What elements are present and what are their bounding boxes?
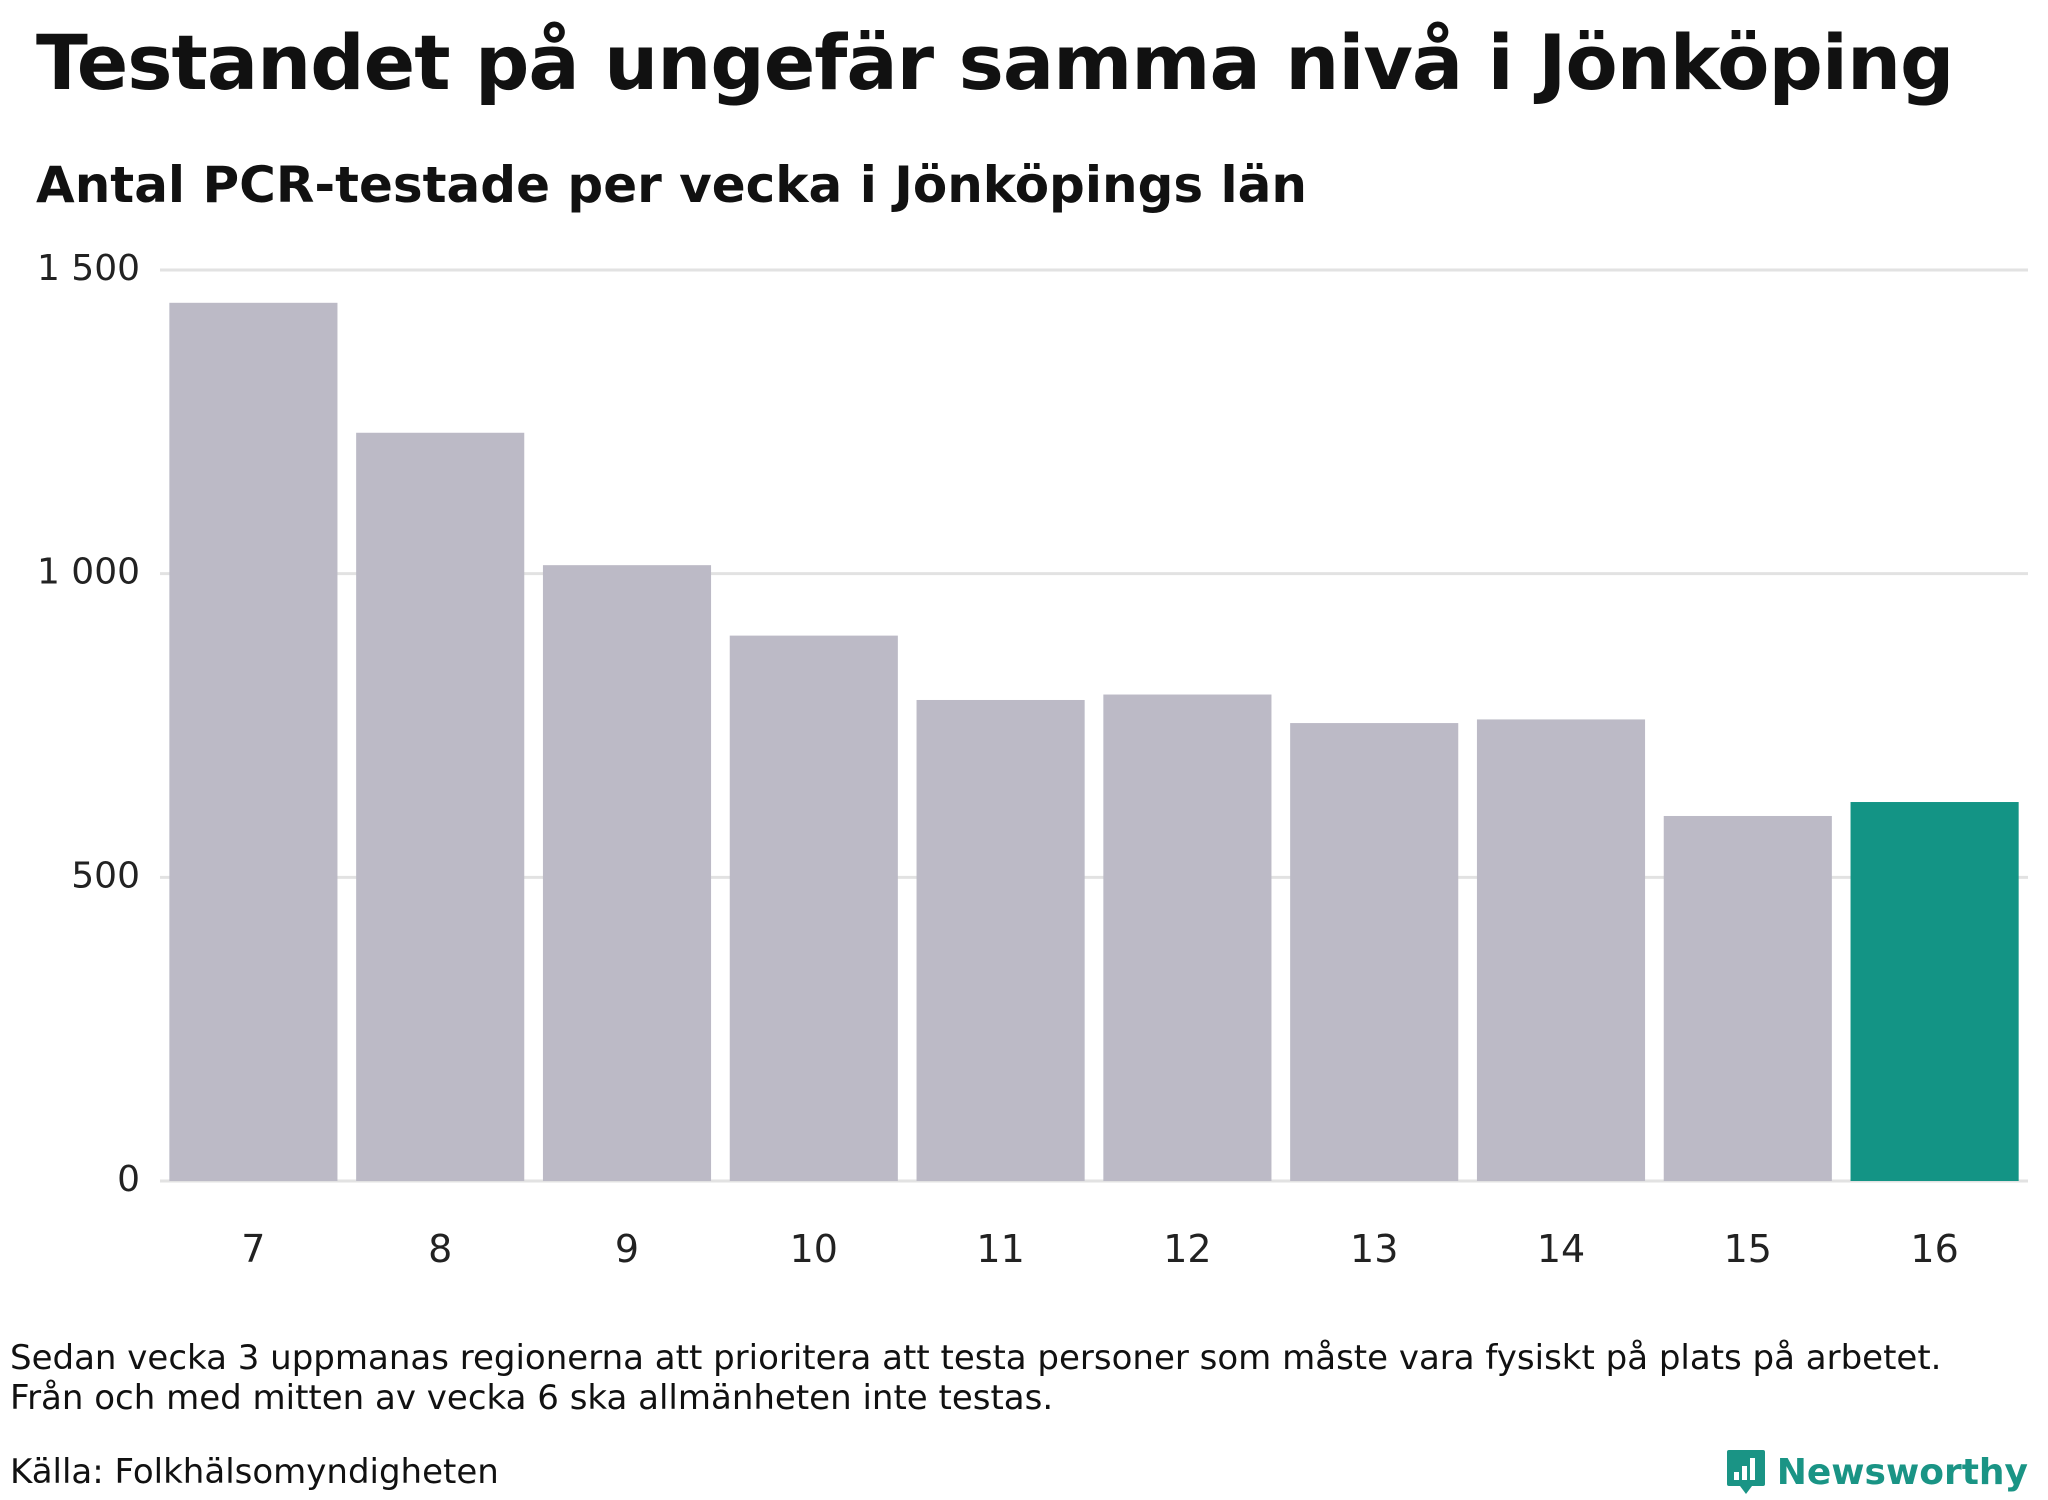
bar-week-12: [1103, 694, 1272, 1181]
note-line: Från och med mitten av vecka 6 ska allmä…: [10, 1378, 1054, 1418]
brand-name: Newsworthy: [1776, 1451, 2028, 1493]
x-tick-label: 10: [790, 1227, 838, 1271]
y-tick-label: 1 500: [37, 248, 140, 289]
bar-week-8: [356, 432, 525, 1181]
x-tick-label: 16: [1910, 1227, 1958, 1271]
x-tick-label: 9: [615, 1227, 639, 1271]
chart-subtitle: Antal PCR-testade per vecka i Jönköpings…: [36, 156, 1308, 214]
chart-title: Testandet på ungefär samma nivå i Jönköp…: [36, 18, 1954, 107]
x-tick-label: 15: [1724, 1227, 1772, 1271]
bars: [169, 302, 2019, 1181]
bar-week-16: [1850, 802, 2019, 1181]
source-credit: Källa: Folkhälsomyndigheten: [10, 1452, 499, 1492]
x-tick-label: 11: [976, 1227, 1024, 1271]
x-tick-label: 8: [428, 1227, 452, 1271]
bar-week-10: [729, 635, 898, 1181]
bar-chart: 0 500 1 000 1 500 7 8 9 10 11 12 13 14 15 16: [37, 248, 2028, 1271]
x-tick-label: 13: [1350, 1227, 1398, 1271]
bar-week-13: [1290, 723, 1459, 1181]
x-tick-label: 14: [1537, 1227, 1585, 1271]
x-tick-label: 7: [241, 1227, 265, 1271]
bar-week-7: [169, 302, 338, 1181]
y-tick-label: 0: [117, 1159, 140, 1200]
x-axis-ticks: 7 8 9 10 11 12 13 14 15 16: [241, 1227, 1958, 1271]
bar-week-14: [1476, 719, 1646, 1181]
brand-logo: Newsworthy: [1725, 1448, 2028, 1496]
newsworthy-logo-icon: [1726, 1450, 1765, 1494]
x-tick-label: 12: [1163, 1227, 1211, 1271]
bar-week-15: [1663, 815, 1832, 1181]
note-line: Sedan vecka 3 uppmanas regionerna att pr…: [10, 1338, 1942, 1378]
y-tick-label: 500: [71, 855, 140, 896]
bar-week-11: [916, 699, 1085, 1181]
chart-note: Sedan vecka 3 uppmanas regionerna att pr…: [10, 1338, 2030, 1418]
bar-week-9: [542, 565, 712, 1181]
y-axis-ticks: 0 500 1 000 1 500: [37, 248, 140, 1200]
y-tick-label: 1 000: [37, 552, 140, 593]
